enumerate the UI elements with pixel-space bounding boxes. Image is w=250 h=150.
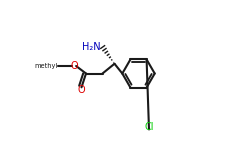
Text: O: O [70,61,78,71]
Text: O: O [78,85,85,95]
Text: methyl: methyl [34,63,58,69]
Text: H₂N: H₂N [82,42,100,52]
Text: Cl: Cl [144,122,154,132]
